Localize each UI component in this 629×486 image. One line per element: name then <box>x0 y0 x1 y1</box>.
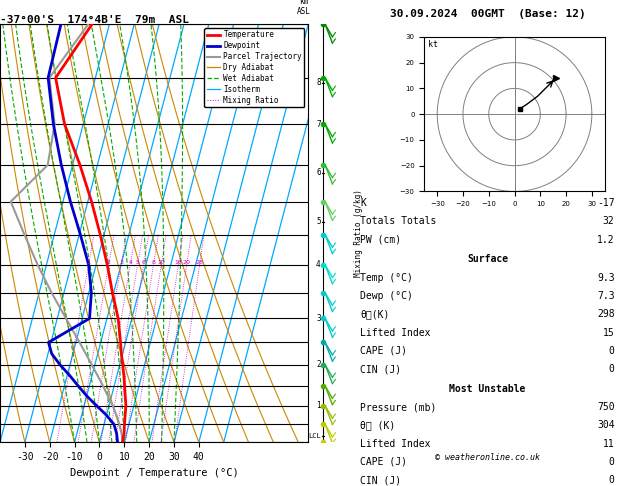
X-axis label: Dewpoint / Temperature (°C): Dewpoint / Temperature (°C) <box>70 468 238 478</box>
Text: 5: 5 <box>316 217 321 226</box>
Text: 16: 16 <box>174 260 182 265</box>
Text: 0: 0 <box>609 457 615 467</box>
Text: 20: 20 <box>183 260 191 265</box>
Text: CAPE (J): CAPE (J) <box>360 346 408 356</box>
Text: Pressure (mb): Pressure (mb) <box>360 402 437 412</box>
Text: 3: 3 <box>119 260 123 265</box>
Text: 8: 8 <box>152 260 155 265</box>
Text: Totals Totals: Totals Totals <box>360 216 437 226</box>
Text: CAPE (J): CAPE (J) <box>360 457 408 467</box>
Text: CIN (J): CIN (J) <box>360 364 401 374</box>
Text: Lifted Index: Lifted Index <box>360 328 431 337</box>
Text: 1: 1 <box>316 401 321 410</box>
Text: 6: 6 <box>316 168 321 177</box>
Text: 0: 0 <box>609 364 615 374</box>
Text: Temp (°C): Temp (°C) <box>360 273 413 283</box>
Text: 5: 5 <box>136 260 140 265</box>
Text: θᴄ(K): θᴄ(K) <box>360 309 390 319</box>
Text: 8: 8 <box>316 78 321 87</box>
Text: -17: -17 <box>597 198 615 208</box>
Legend: Temperature, Dewpoint, Parcel Trajectory, Dry Adiabat, Wet Adiabat, Isotherm, Mi: Temperature, Dewpoint, Parcel Trajectory… <box>204 28 304 107</box>
Text: 0: 0 <box>609 346 615 356</box>
Text: 298: 298 <box>597 309 615 319</box>
Text: 15: 15 <box>603 328 615 337</box>
Text: kt: kt <box>428 40 438 49</box>
Text: 750: 750 <box>597 402 615 412</box>
Text: 7.3: 7.3 <box>597 291 615 301</box>
Text: Mixing Ratio (g/kg): Mixing Ratio (g/kg) <box>355 190 364 277</box>
Text: CIN (J): CIN (J) <box>360 475 401 485</box>
Text: 4: 4 <box>316 260 321 269</box>
Text: 3: 3 <box>316 314 321 323</box>
Text: 11: 11 <box>603 439 615 449</box>
Text: 9.3: 9.3 <box>597 273 615 283</box>
Text: 32: 32 <box>603 216 615 226</box>
Text: 28: 28 <box>196 260 204 265</box>
Text: PW (cm): PW (cm) <box>360 235 401 244</box>
Text: -37°00'S  174°4B'E  79m  ASL: -37°00'S 174°4B'E 79m ASL <box>0 15 189 25</box>
Text: θᴄ (K): θᴄ (K) <box>360 420 396 431</box>
Text: 6: 6 <box>142 260 145 265</box>
Text: km
ASL: km ASL <box>297 0 311 16</box>
Text: 7: 7 <box>316 120 321 129</box>
Text: 10: 10 <box>157 260 165 265</box>
Text: 0: 0 <box>609 475 615 485</box>
Text: Dewp (°C): Dewp (°C) <box>360 291 413 301</box>
Text: Lifted Index: Lifted Index <box>360 439 431 449</box>
Text: © weatheronline.co.uk: © weatheronline.co.uk <box>435 452 540 462</box>
Text: 30.09.2024  00GMT  (Base: 12): 30.09.2024 00GMT (Base: 12) <box>389 9 586 19</box>
Text: Most Unstable: Most Unstable <box>449 384 526 394</box>
Text: Surface: Surface <box>467 254 508 264</box>
Text: 2: 2 <box>316 360 321 369</box>
Text: LCL: LCL <box>308 434 321 439</box>
Text: 1.2: 1.2 <box>597 235 615 244</box>
Text: 4: 4 <box>128 260 132 265</box>
Text: 1: 1 <box>87 260 91 265</box>
Text: K: K <box>360 198 366 208</box>
Text: 304: 304 <box>597 420 615 431</box>
Text: 2: 2 <box>107 260 111 265</box>
